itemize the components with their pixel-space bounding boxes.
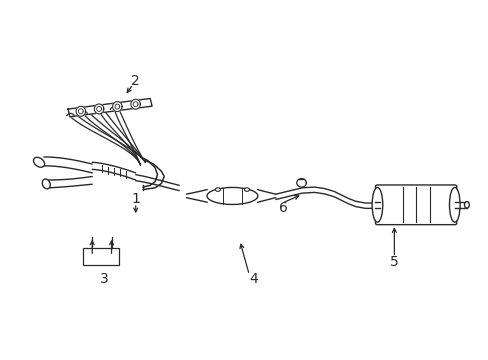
Text: 5: 5 [389, 255, 398, 269]
Circle shape [244, 188, 249, 192]
Ellipse shape [371, 188, 382, 222]
Polygon shape [112, 102, 122, 112]
Polygon shape [94, 104, 103, 114]
FancyBboxPatch shape [375, 185, 456, 225]
Ellipse shape [464, 202, 468, 208]
Circle shape [215, 188, 220, 192]
Ellipse shape [448, 188, 459, 222]
Polygon shape [76, 106, 85, 116]
Polygon shape [131, 99, 140, 109]
Text: 1: 1 [131, 193, 140, 207]
Text: 6: 6 [278, 201, 287, 215]
Text: 3: 3 [100, 272, 108, 286]
Bar [82, 248, 119, 265]
Text: 4: 4 [249, 272, 258, 286]
Ellipse shape [206, 188, 257, 204]
Ellipse shape [34, 157, 44, 167]
Text: 2: 2 [131, 74, 140, 88]
Polygon shape [68, 99, 152, 117]
Ellipse shape [42, 179, 50, 189]
